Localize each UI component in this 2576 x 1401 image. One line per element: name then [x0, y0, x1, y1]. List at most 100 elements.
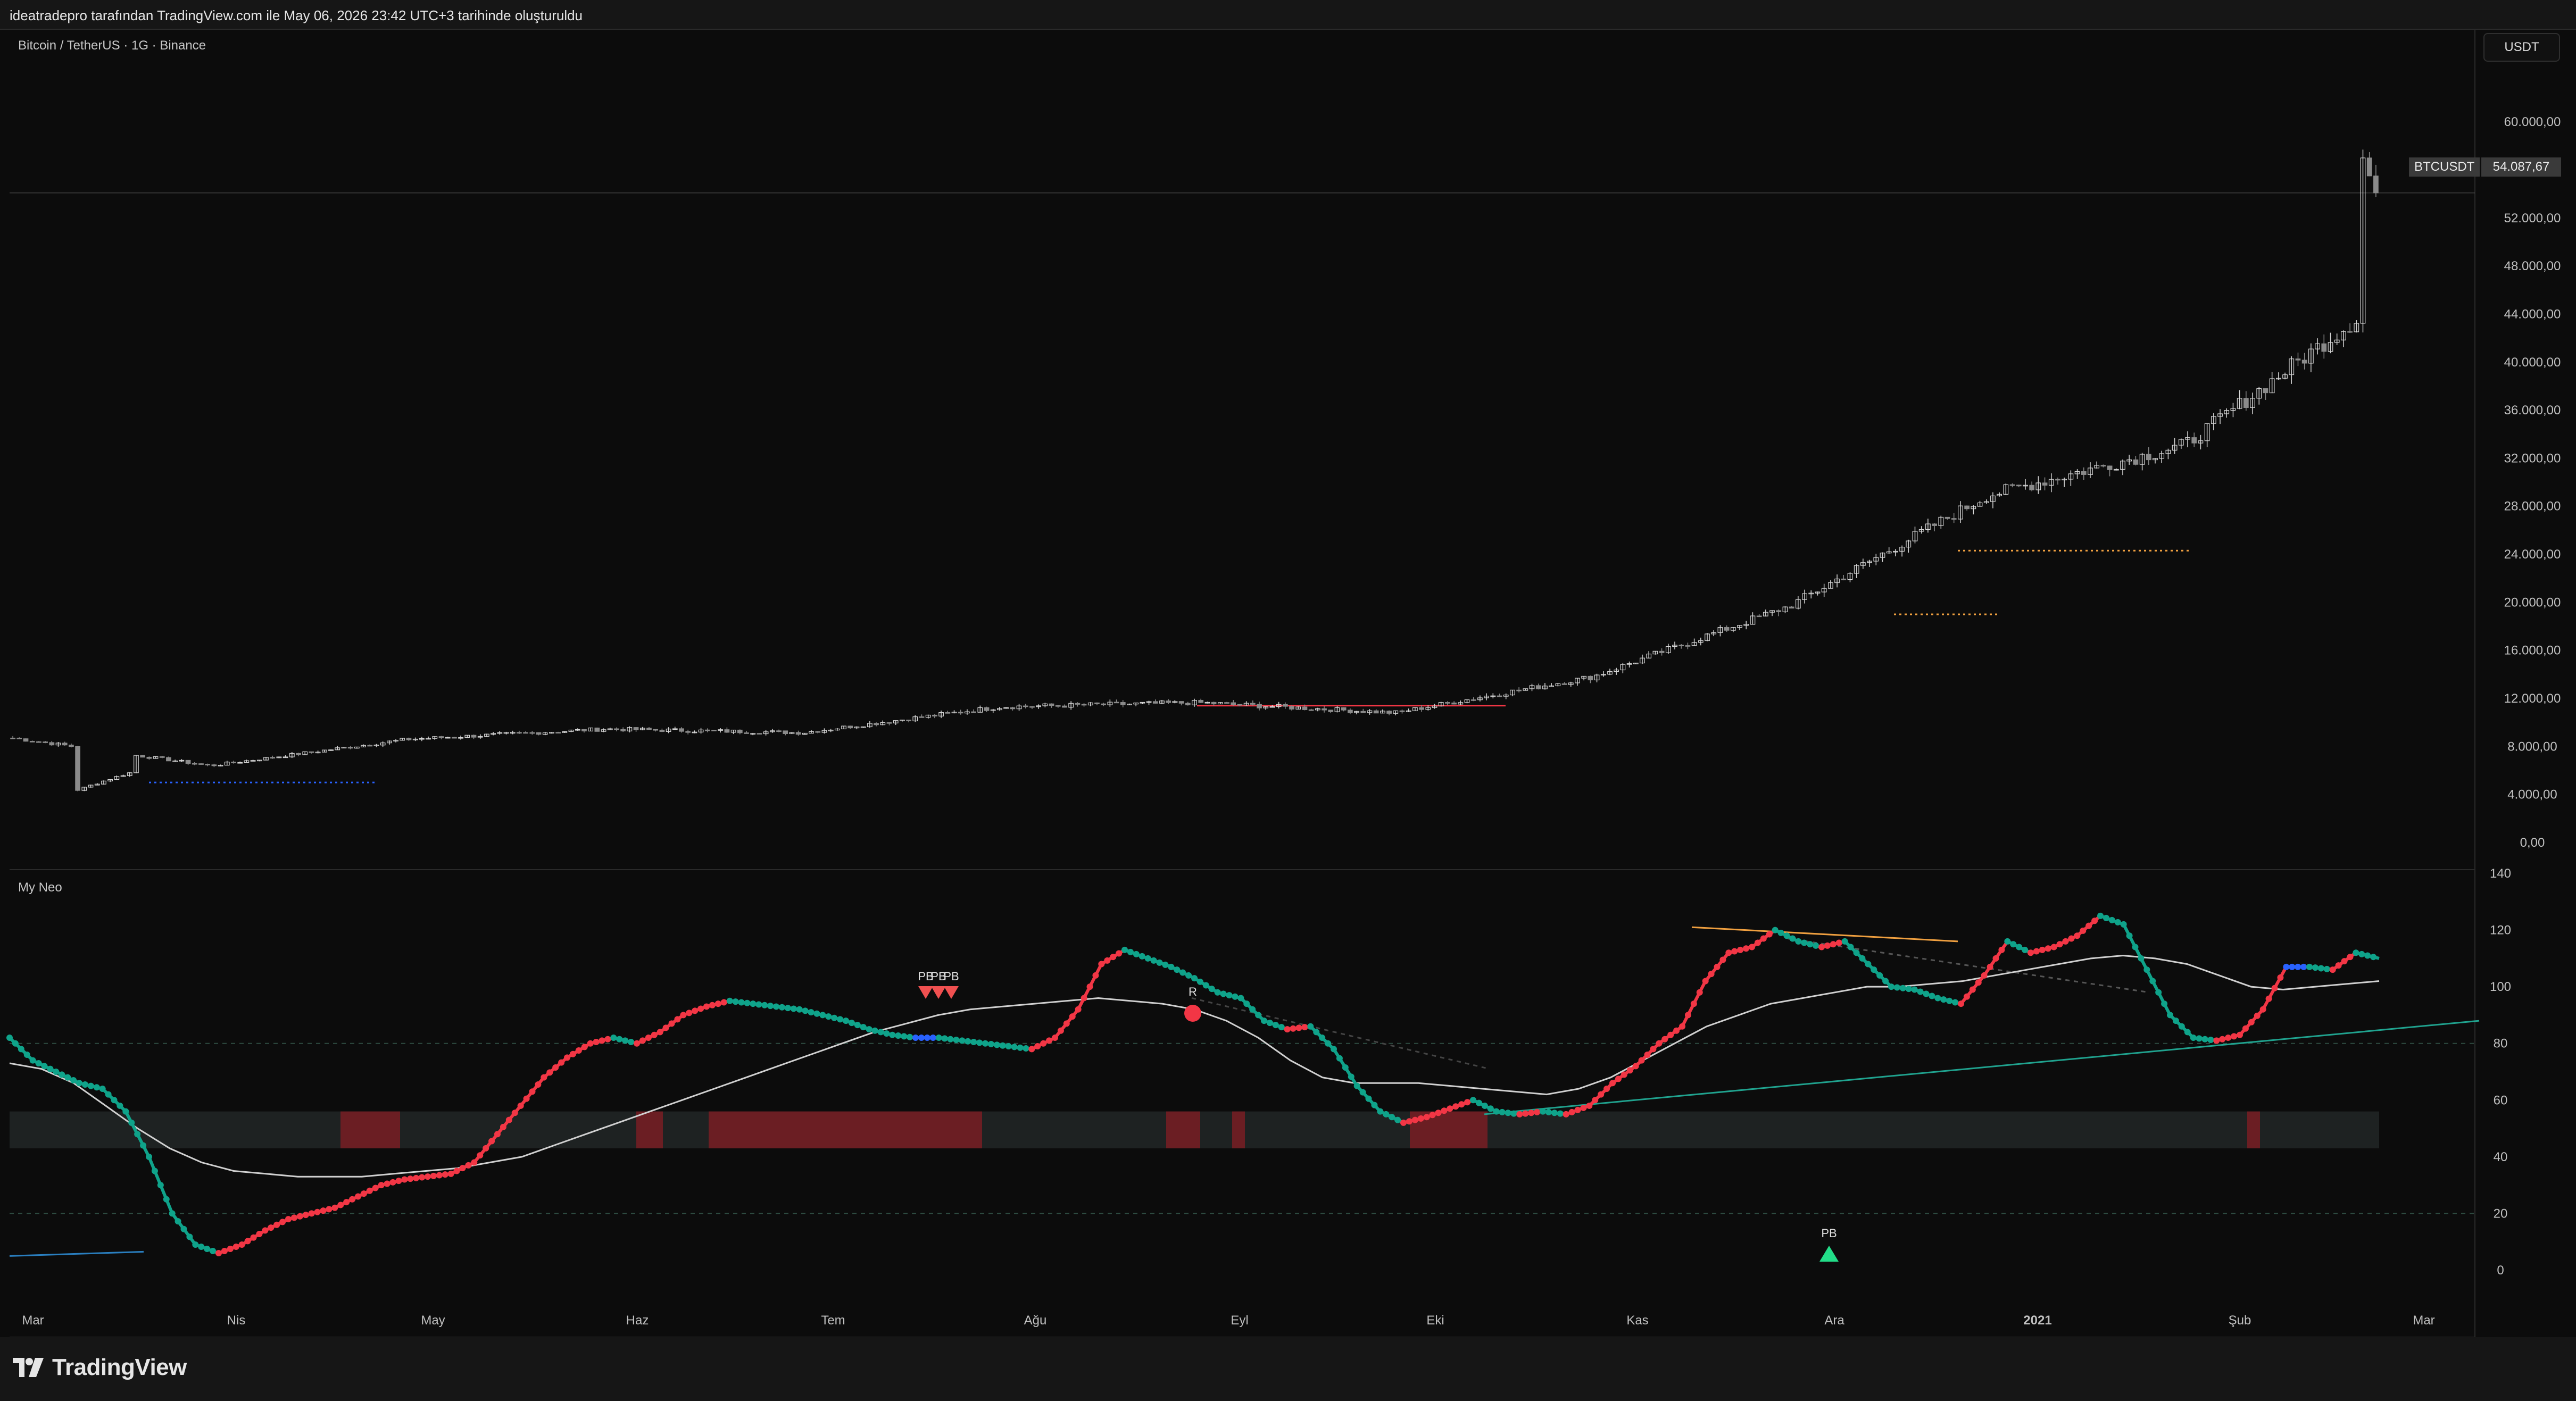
oscillator-point — [1081, 995, 1087, 1002]
oscillator-point — [1708, 971, 1715, 978]
oscillator-point — [2283, 963, 2290, 970]
oscillator-point — [1725, 949, 1732, 956]
candle-body — [2113, 469, 2119, 471]
candle-body — [919, 716, 925, 718]
candle-body — [2178, 439, 2184, 446]
oscillator-point — [1807, 941, 1814, 948]
candle-body — [1289, 706, 1294, 710]
currency-button[interactable]: USDT — [2483, 33, 2560, 62]
oscillator-point — [1760, 935, 1767, 942]
oscillator-point — [575, 1047, 582, 1054]
oscillator-point — [1139, 953, 1145, 960]
candle-body — [49, 742, 55, 746]
oscillator-point — [813, 1010, 820, 1017]
pb-signal-label: PB — [918, 970, 933, 983]
candle-body — [1334, 707, 1340, 712]
candle-body — [718, 729, 724, 731]
candle-body — [2100, 465, 2106, 466]
oscillator-point — [1261, 1018, 1267, 1024]
candle-body — [1782, 606, 1788, 612]
indicator-oscillator-line[interactable] — [6, 912, 2380, 1257]
oscillator-point — [2242, 1025, 2249, 1032]
candle-body — [1743, 624, 1749, 626]
candle-body — [2165, 449, 2171, 454]
oscillator-point — [1196, 978, 1203, 985]
price-tick-label: 32.000,00 — [2504, 451, 2561, 465]
oscillator-point — [64, 1074, 71, 1081]
oscillator-point — [2126, 932, 2133, 939]
oscillator-point — [174, 1218, 181, 1225]
indicator-tick-label: 140 — [2490, 866, 2511, 881]
oscillator-point — [1278, 1024, 1285, 1031]
oscillator-point — [59, 1071, 65, 1078]
price-tick-label: 44.000,00 — [2504, 307, 2561, 321]
candle-body — [549, 732, 554, 733]
oscillator-point — [529, 1088, 536, 1095]
candle-body — [1094, 702, 1100, 704]
candle-body — [1328, 710, 1334, 712]
candle-body — [555, 732, 561, 733]
candle-body — [1224, 702, 1229, 704]
oscillator-point — [2271, 985, 2278, 991]
oscillator-point — [634, 1040, 640, 1047]
candle-body — [1588, 676, 1593, 681]
candle-body — [1529, 685, 1535, 689]
price-levels — [149, 549, 2192, 783]
candle-body — [354, 746, 360, 749]
candle-body — [1087, 702, 1093, 706]
candle-body — [965, 711, 970, 714]
candle-body — [400, 738, 405, 741]
candle-body — [2081, 471, 2087, 475]
oscillator-point — [999, 1042, 1006, 1049]
candle-body — [1451, 702, 1457, 705]
oscillator-point — [244, 1238, 251, 1245]
candle-body — [744, 732, 749, 734]
indicator-tick-label: 80 — [2494, 1037, 2508, 1051]
candle-body — [1438, 702, 1444, 706]
tradingview-logo[interactable]: TradingView — [12, 1354, 187, 1381]
candle-body — [679, 728, 684, 732]
oscillator-point — [1632, 1063, 1639, 1070]
candle-body — [510, 732, 516, 734]
symbol-title[interactable]: Bitcoin / TetherUS · 1G · Binance — [18, 38, 206, 53]
candle-body — [1854, 565, 1859, 574]
oscillator-point — [1824, 942, 1831, 949]
oscillator-point — [993, 1041, 1000, 1048]
oscillator-point — [76, 1080, 82, 1087]
candle-body — [1062, 705, 1067, 708]
chart-canvas[interactable]: 60.000,0056.000,0052.000,0048.000,0044.0… — [0, 29, 2576, 1337]
oscillator-point — [703, 1003, 710, 1010]
candle-body — [1049, 703, 1054, 706]
oscillator-point — [1255, 1012, 1262, 1019]
oscillator-point — [1958, 1000, 1964, 1007]
candlestick-series[interactable] — [10, 149, 2379, 791]
oscillator-point — [1923, 990, 1930, 997]
candle-body — [2334, 339, 2340, 343]
indicator-title[interactable]: My Neo — [18, 880, 62, 895]
candle-body — [2003, 484, 2009, 495]
candle-body — [1737, 625, 1742, 628]
oscillator-point — [1592, 1097, 1599, 1104]
candle-body — [107, 779, 113, 781]
oscillator-point — [541, 1074, 547, 1081]
candle-body — [1652, 651, 1658, 655]
candle-body — [172, 760, 178, 762]
oscillator-point — [2143, 966, 2150, 973]
candle-body — [1646, 653, 1652, 658]
candle-body — [2366, 157, 2372, 177]
oscillator-point — [395, 1178, 402, 1185]
oscillator-point — [2201, 1036, 2208, 1043]
oscillator-point — [384, 1180, 390, 1187]
oscillator-point — [1400, 1119, 1407, 1126]
candle-body — [276, 756, 282, 758]
oscillator-point — [122, 1108, 129, 1115]
candle-body — [2321, 343, 2327, 352]
oscillator-point — [337, 1202, 344, 1208]
candle-body — [1029, 706, 1035, 708]
oscillator-point — [349, 1196, 356, 1203]
oscillator-point — [1522, 1110, 1529, 1117]
candle-body — [1243, 703, 1249, 706]
price-tick-label: 0,00 — [2520, 836, 2545, 850]
oscillator-point — [2033, 948, 2040, 955]
price-tick-label: 60.000,00 — [2504, 115, 2561, 129]
